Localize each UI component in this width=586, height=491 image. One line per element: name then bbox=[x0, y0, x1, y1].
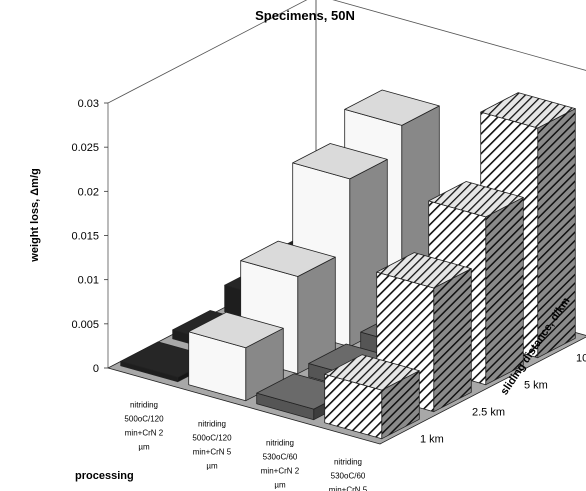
z-axis: 0 0.005 0.01 0.015 0.02 0.025 0.03 bbox=[71, 98, 108, 375]
z-tick-label: 0 bbox=[93, 363, 99, 375]
chart-title: Specimens, 50N bbox=[255, 8, 355, 23]
series-label: 5 km bbox=[524, 380, 548, 392]
y-axis: 1 km 2.5 km 5 km 10 km bbox=[420, 353, 586, 446]
z-axis-title: weight loss, Δm/g bbox=[29, 168, 41, 262]
bar-top bbox=[240, 240, 336, 277]
x-axis: nitriding 500oC/120 min+CrN 2 µm nitriding 50… bbox=[124, 401, 367, 491]
category-label: nitriding 530oC/60 min+CrN 2 µm bbox=[261, 439, 300, 490]
bar-top bbox=[188, 311, 284, 349]
bar-top bbox=[324, 354, 420, 391]
series-label: 2.5 km bbox=[472, 407, 505, 419]
bar-side bbox=[433, 268, 472, 413]
back-wall bbox=[315, 0, 586, 260]
x-axis-title: processing bbox=[75, 470, 134, 482]
bar-top bbox=[428, 181, 524, 218]
bar-top bbox=[480, 92, 576, 129]
z-tick-label: 0.03 bbox=[78, 98, 99, 110]
z-tick-label: 0.02 bbox=[78, 186, 99, 198]
bar-top bbox=[344, 89, 440, 126]
category-label: nitriding 500oC/120 min+CrN 2 µm bbox=[124, 401, 164, 452]
bars bbox=[120, 89, 576, 440]
bar-1-0 bbox=[188, 311, 284, 402]
z-tick-label: 0.005 bbox=[71, 319, 99, 331]
bar-3-0 bbox=[324, 354, 420, 440]
z-tick-label: 0.025 bbox=[71, 142, 99, 154]
z-tick-label: 0.01 bbox=[78, 275, 99, 287]
bar-top bbox=[376, 252, 472, 289]
bar-side bbox=[485, 196, 524, 386]
series-label: 1 km bbox=[420, 434, 444, 446]
z-tick-label: 0.015 bbox=[71, 231, 99, 243]
category-label: nitriding 500oC/120 min+CrN 5 µm bbox=[192, 420, 232, 471]
bar-top bbox=[292, 143, 388, 180]
series-label: 10 km bbox=[576, 353, 586, 365]
